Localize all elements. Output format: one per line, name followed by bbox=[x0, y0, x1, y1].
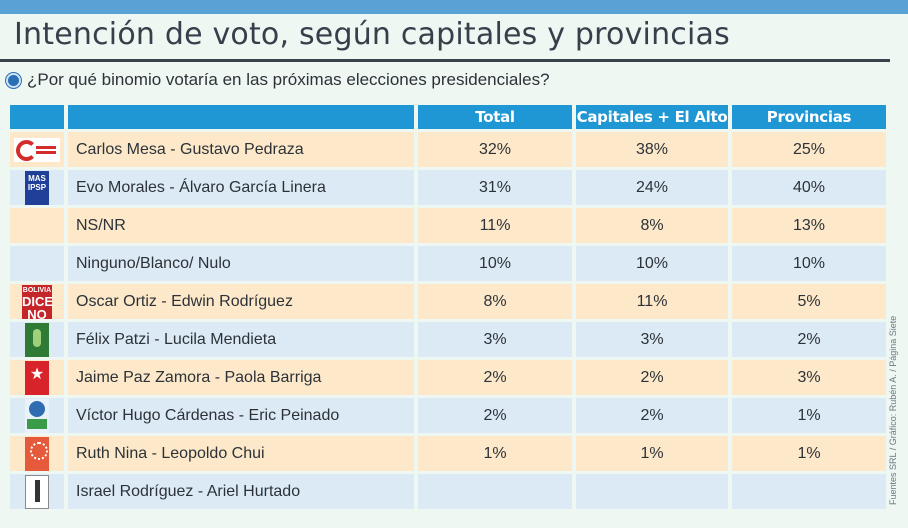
value-provincias: 1% bbox=[732, 398, 886, 433]
header-capitales: Capitales + El Alto bbox=[576, 105, 728, 129]
table-row: Félix Patzi - Lucila Mendieta 3% 3% 2% bbox=[10, 322, 886, 357]
ucs-logo-icon bbox=[25, 398, 49, 433]
candidate-name: Ninguno/Blanco/ Nulo bbox=[68, 246, 414, 281]
candidate-name: Israel Rodríguez - Ariel Hurtado bbox=[68, 474, 414, 509]
header-provincias: Provincias bbox=[732, 105, 886, 129]
value-capitales: 10% bbox=[576, 246, 728, 281]
value-capitales: 3% bbox=[576, 322, 728, 357]
value-total: 31% bbox=[418, 170, 572, 205]
value-capitales: 8% bbox=[576, 208, 728, 243]
fpv-logo-icon bbox=[25, 474, 49, 509]
party-logo-cell bbox=[10, 398, 64, 433]
value-provincias: 40% bbox=[732, 170, 886, 205]
table-row: NS/NR 11% 8% 13% bbox=[10, 208, 886, 243]
mas-ipsp-logo-icon: MAS IPSP bbox=[25, 170, 49, 205]
value-provincias: 2% bbox=[732, 322, 886, 357]
comunidad-ciudadana-logo-icon bbox=[14, 137, 60, 162]
value-provincias: 1% bbox=[732, 436, 886, 471]
title-divider bbox=[0, 59, 890, 62]
party-logo-cell bbox=[10, 436, 64, 471]
value-provincias: 25% bbox=[732, 132, 886, 167]
value-total: 1% bbox=[418, 436, 572, 471]
value-total: 3% bbox=[418, 322, 572, 357]
source-credit: Fuentes SRL / Gráfico: Rubén A. / Página… bbox=[888, 315, 898, 505]
candidate-name: Jaime Paz Zamora - Paola Barriga bbox=[68, 360, 414, 395]
party-logo-cell: BOLIVIA DICE NO bbox=[10, 284, 64, 322]
value-provincias: 10% bbox=[732, 246, 886, 281]
candidate-name: Evo Morales - Álvaro García Linera bbox=[68, 170, 414, 205]
pdc-logo-icon: ★ bbox=[25, 360, 49, 395]
candidate-name: Ruth Nina - Leopoldo Chui bbox=[68, 436, 414, 471]
candidate-name: Carlos Mesa - Gustavo Pedraza bbox=[68, 132, 414, 167]
party-logo-cell bbox=[10, 474, 64, 509]
mts-logo-icon bbox=[25, 322, 49, 357]
top-color-bar bbox=[0, 0, 908, 14]
value-provincias: 13% bbox=[732, 208, 886, 243]
table-row: Carlos Mesa - Gustavo Pedraza 32% 38% 25% bbox=[10, 132, 886, 167]
party-logo-cell bbox=[10, 132, 64, 167]
candidate-name: Víctor Hugo Cárdenas - Eric Peinado bbox=[68, 398, 414, 433]
value-capitales: 11% bbox=[576, 284, 728, 319]
candidate-name: Oscar Ortiz - Edwin Rodríguez bbox=[68, 284, 414, 319]
pan-bol-logo-icon bbox=[25, 436, 49, 471]
table-row: Israel Rodríguez - Ariel Hurtado bbox=[10, 474, 886, 509]
value-capitales: 2% bbox=[576, 398, 728, 433]
table-header-row: Total Capitales + El Alto Provincias bbox=[10, 105, 886, 129]
survey-question-text: ¿Por qué binomio votaría en las próximas… bbox=[27, 70, 550, 89]
header-name-cell bbox=[68, 105, 414, 129]
value-provincias: 3% bbox=[732, 360, 886, 395]
value-capitales: 2% bbox=[576, 360, 728, 395]
bolivia-dice-no-logo-icon: BOLIVIA DICE NO bbox=[22, 284, 54, 322]
value-total bbox=[418, 474, 572, 509]
value-total: 2% bbox=[418, 360, 572, 395]
value-provincias: 5% bbox=[732, 284, 886, 319]
value-capitales: 1% bbox=[576, 436, 728, 471]
value-total: 2% bbox=[418, 398, 572, 433]
header-logo-cell bbox=[10, 105, 64, 129]
table-row: Ninguno/Blanco/ Nulo 10% 10% 10% bbox=[10, 246, 886, 281]
party-logo-cell bbox=[10, 246, 64, 281]
value-capitales bbox=[576, 474, 728, 509]
value-total: 11% bbox=[418, 208, 572, 243]
value-total: 10% bbox=[418, 246, 572, 281]
party-logo-cell: ★ bbox=[10, 360, 64, 395]
party-logo-cell: MAS IPSP bbox=[10, 170, 64, 205]
value-provincias bbox=[732, 474, 886, 509]
party-logo-cell bbox=[10, 322, 64, 357]
value-total: 8% bbox=[418, 284, 572, 319]
survey-question: ¿Por qué binomio votaría en las próximas… bbox=[6, 70, 550, 90]
table-row: Ruth Nina - Leopoldo Chui 1% 1% 1% bbox=[10, 436, 886, 471]
table-row: MAS IPSP Evo Morales - Álvaro García Liner… bbox=[10, 170, 886, 205]
bullet-icon bbox=[6, 72, 21, 88]
value-total: 32% bbox=[418, 132, 572, 167]
candidate-name: NS/NR bbox=[68, 208, 414, 243]
value-capitales: 24% bbox=[576, 170, 728, 205]
page-title: Intención de voto, según capitales y pro… bbox=[14, 17, 730, 52]
table-row: Víctor Hugo Cárdenas - Eric Peinado 2% 2% 1… bbox=[10, 398, 886, 433]
header-total: Total bbox=[418, 105, 572, 129]
table-row: BOLIVIA DICE NO Oscar Ortiz - Edwin Rodrígu… bbox=[10, 284, 886, 322]
poll-table: Total Capitales + El Alto Provincias Car… bbox=[6, 102, 890, 512]
candidate-name: Félix Patzi - Lucila Mendieta bbox=[68, 322, 414, 357]
table-row: ★ Jaime Paz Zamora - Paola Barriga 2% 2% 3% bbox=[10, 360, 886, 395]
value-capitales: 38% bbox=[576, 132, 728, 167]
party-logo-cell bbox=[10, 208, 64, 243]
